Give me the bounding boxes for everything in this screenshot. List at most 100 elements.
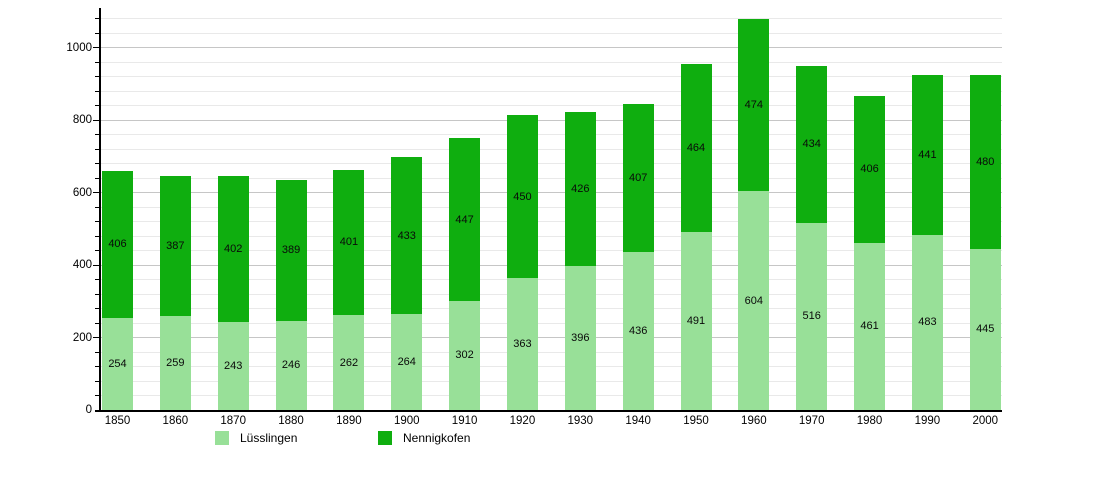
minor-gridline [101, 322, 1002, 324]
bar-segment-nennigkofen [796, 65, 828, 223]
minor-gridline [101, 380, 1002, 382]
x-tick-label: 1930 [567, 415, 594, 427]
bar-segment-nennigkofen [217, 176, 249, 322]
bar-segment-luesslingen [911, 234, 943, 410]
y-axis-tick [95, 90, 99, 92]
x-tick-label: 1880 [278, 415, 304, 427]
y-axis-tick [93, 47, 99, 48]
bar-value-label-nennigkofen: 464 [686, 141, 706, 154]
minor-gridline [101, 61, 1002, 63]
bar-value-label-luesslingen: 436 [628, 324, 648, 337]
bar-value-label-nennigkofen: 447 [455, 213, 474, 226]
bar-segment-luesslingen [333, 315, 365, 410]
y-axis-tick [93, 264, 99, 266]
bar-value-label-luesslingen: 483 [918, 316, 937, 329]
y-axis-tick [95, 395, 99, 396]
bar-value-label-nennigkofen: 407 [628, 172, 648, 185]
y-axis-tick [95, 32, 99, 34]
bar-value-label-luesslingen: 461 [860, 320, 879, 333]
major-gridline [101, 47, 1002, 48]
x-tick-label: 2000 [972, 415, 999, 427]
y-axis-tick [95, 134, 99, 135]
y-axis-tick [95, 235, 99, 237]
bar-value-label-nennigkofen: 406 [108, 238, 127, 251]
legend-label: Nennigkofen [403, 431, 471, 445]
y-tick-label: 400 [72, 259, 92, 271]
minor-gridline [101, 105, 1002, 106]
minor-gridline [101, 395, 1002, 396]
bar-segment-nennigkofen [564, 112, 596, 267]
y-axis-tick [95, 18, 99, 19]
bar-segment-luesslingen [738, 191, 770, 410]
bar-segment-nennigkofen [622, 104, 654, 252]
y-axis-tick [95, 206, 99, 208]
x-tick-label: 1860 [162, 415, 189, 427]
minor-gridline [101, 235, 1002, 237]
minor-gridline [101, 32, 1002, 34]
x-tick-label: 1990 [914, 415, 941, 427]
legend-swatch-nennigkofen [378, 431, 392, 445]
bar-value-label-nennigkofen: 480 [976, 155, 995, 168]
x-tick-label: 1870 [220, 415, 246, 427]
major-gridline [101, 192, 1002, 193]
bar-segment-luesslingen [102, 317, 133, 410]
y-axis-tick [95, 76, 99, 77]
minor-gridline [101, 206, 1002, 208]
x-tick-label: 1850 [104, 415, 131, 427]
bar-value-label-nennigkofen: 441 [918, 148, 937, 161]
y-axis-tick [95, 351, 99, 353]
y-tick-label: 600 [72, 186, 92, 199]
bar-value-label-nennigkofen: 474 [744, 99, 764, 112]
bar-value-label-luesslingen: 246 [281, 359, 301, 372]
bar-segment-nennigkofen [449, 138, 481, 301]
x-tick-label: 1900 [393, 415, 420, 427]
y-axis [99, 8, 101, 411]
x-tick-label: 1890 [336, 415, 362, 427]
minor-gridline [101, 90, 1002, 92]
bar-value-label-luesslingen: 243 [224, 359, 243, 372]
bar-value-label-luesslingen: 264 [397, 356, 416, 369]
minor-gridline [101, 221, 1002, 222]
bar-value-label-nennigkofen: 389 [281, 244, 301, 257]
y-axis-tick [95, 61, 99, 63]
minor-gridline [101, 250, 1002, 251]
minor-gridline [101, 18, 1002, 19]
bar-value-label-nennigkofen: 434 [802, 138, 821, 151]
minor-gridline [101, 134, 1002, 135]
bar-segment-nennigkofen [333, 169, 365, 316]
legend-label: Lüsslingen [240, 431, 298, 445]
x-tick-label: 1980 [856, 415, 883, 427]
y-tick-label: 800 [72, 114, 92, 126]
minor-gridline [101, 293, 1002, 295]
bar-value-label-nennigkofen: 402 [224, 243, 243, 256]
bar-segment-luesslingen [796, 222, 828, 410]
y-axis-tick [95, 366, 99, 367]
bar-segment-luesslingen [854, 242, 886, 410]
bar-segment-luesslingen [622, 251, 654, 410]
y-axis-tick [95, 250, 99, 251]
bar-segment-nennigkofen [506, 115, 538, 279]
bar-segment-luesslingen [506, 278, 538, 410]
y-axis-tick [93, 337, 99, 338]
bar-value-label-luesslingen: 516 [802, 310, 821, 323]
y-tick-label: 0 [85, 404, 92, 416]
bar-segment-nennigkofen [911, 75, 943, 235]
bar-segment-nennigkofen [159, 175, 191, 317]
bar-segment-luesslingen [680, 232, 712, 410]
bar-value-label-luesslingen: 259 [166, 357, 185, 370]
major-gridline [101, 337, 1002, 338]
bar-segment-luesslingen [217, 321, 249, 410]
y-axis-tick [95, 380, 99, 382]
y-axis-tick [95, 308, 99, 309]
bar-value-label-luesslingen: 262 [339, 356, 359, 369]
bar-segment-luesslingen [275, 320, 307, 410]
x-tick-label: 1920 [509, 415, 536, 427]
bar-value-label-nennigkofen: 426 [571, 183, 590, 196]
bar-segment-nennigkofen [738, 19, 770, 192]
bar-value-label-luesslingen: 604 [744, 294, 764, 307]
legend-item-luesslingen: Lüsslingen [215, 431, 297, 445]
bar-segment-nennigkofen [275, 179, 307, 321]
bar-value-label-nennigkofen: 387 [166, 239, 185, 252]
x-axis [95, 410, 1002, 412]
